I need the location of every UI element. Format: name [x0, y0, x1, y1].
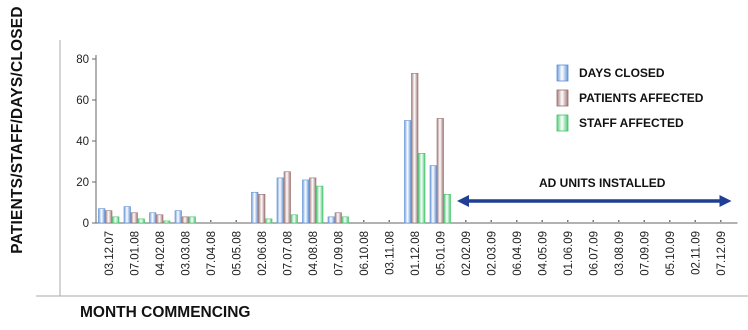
x-tick-label-05-01-09: 05.01.09 [435, 231, 447, 276]
zero-marker-07-04-08 [210, 220, 212, 222]
x-tick-label-02-11-09: 02.11.09 [690, 231, 702, 275]
y-tick-label: 60 [76, 95, 89, 107]
x-tick-label-01-12-08: 01.12.08 [410, 231, 422, 276]
zero-marker-03-08-09 [618, 220, 620, 222]
x-tick-label-03-12-07: 03.12.07 [104, 231, 116, 276]
zero-marker-06-04-09 [516, 220, 518, 222]
bar-days-closed-03-03-08 [174, 210, 182, 224]
bar-staff-affected-03-12-07 [112, 216, 120, 224]
bar-patients-affected-04-08-08 [309, 177, 317, 224]
zero-marker-05-10-09 [669, 220, 671, 222]
x-tick-label-04-05-09: 04.05.09 [537, 231, 549, 276]
zero-marker-02-03-09 [490, 220, 492, 222]
bar-days-closed-07-01-08 [123, 206, 131, 224]
zero-marker-04-05-09 [541, 220, 543, 222]
x-tick-label-03-11-08: 03.11.08 [384, 231, 396, 275]
legend-label-days-closed: DAYS CLOSED [579, 66, 665, 80]
bar-days-closed-04-08-08 [302, 179, 310, 224]
y-tick-label: 20 [76, 177, 89, 189]
y-tick-label: 80 [76, 54, 89, 66]
bar-staff-affected-02-06-08 [265, 218, 273, 224]
x-tick-label-03-08-09: 03.08.09 [614, 231, 626, 276]
x-tick-label-07-09-09: 07.09.09 [639, 231, 651, 276]
axes [36, 40, 748, 297]
zero-marker-02-02-09 [465, 220, 467, 222]
x-tick-label-07-12-09: 07.12.09 [716, 231, 728, 276]
zero-marker-07-12-09 [720, 220, 722, 222]
bar-days-closed-02-06-08 [251, 191, 259, 224]
annotation-arrowhead-right [719, 195, 732, 207]
bar-staff-affected-05-01-09 [443, 194, 451, 224]
x-tick-label-02-06-08: 02.06.08 [257, 231, 269, 276]
bar-staff-affected-04-08-08 [316, 185, 324, 224]
tick-labels: 0 20 40 60 80 03.12.07 07.01.08 04.02.08 03.03.0… [76, 54, 728, 276]
bar-days-closed-07-07-08 [276, 177, 284, 224]
x-tick-label-07-07-08: 07.07.08 [282, 231, 294, 276]
bar-staff-affected-07-01-08 [137, 218, 145, 224]
bar-staff-affected-07-07-08 [290, 214, 298, 224]
legend-swatch-patients-affected [556, 89, 569, 107]
bar-days-closed-03-12-07 [98, 208, 106, 224]
x-tick-label-05-05-08: 05.05.08 [231, 231, 243, 276]
bar-patients-affected-03-12-07 [105, 210, 113, 224]
bar-patients-affected-07-09-08 [334, 212, 342, 224]
x-tick-label-06-10-08: 06.10.08 [359, 231, 371, 276]
legend: DAYS CLOSED PATIENTS AFFECTED STAFF AFFECT… [556, 64, 704, 132]
bar-days-closed-05-01-09 [429, 165, 437, 224]
x-tick-label-01-06-09: 01.06.09 [563, 231, 575, 276]
x-tick-label-07-09-08: 07.09.08 [333, 231, 345, 276]
x-tick-label-05-10-09: 05.10.09 [665, 231, 677, 276]
x-tick-label-03-03-08: 03.03.08 [180, 231, 192, 276]
zero-marker-07-09-09 [643, 220, 645, 222]
y-tick-label: 40 [76, 136, 89, 148]
x-tick-label-04-02-08: 04.02.08 [155, 231, 167, 276]
bar-staff-affected-03-03-08 [188, 216, 196, 224]
annotation-label: AD UNITS INSTALLED [539, 176, 666, 190]
x-tick-label-02-03-09: 02.03.09 [486, 231, 498, 276]
x-tick-label-04-08-08: 04.08.08 [308, 231, 320, 276]
zero-marker-06-10-08 [363, 220, 365, 222]
legend-swatch-staff-affected [556, 114, 569, 132]
x-tick-label-02-02-09: 02.02.09 [461, 231, 473, 276]
bar-patients-affected-07-01-08 [130, 212, 138, 224]
annotation: AD UNITS INSTALLED [457, 176, 732, 207]
bar-patients-affected-03-03-08 [181, 216, 189, 224]
bar-days-closed-01-12-08 [404, 120, 412, 224]
bar-days-closed-04-02-08 [149, 212, 157, 224]
x-axis-label: MONTH COMMENCING [80, 304, 251, 321]
legend-label-staff-affected: STAFF AFFECTED [579, 116, 684, 130]
x-tick-label-06-07-09: 06.07.09 [588, 231, 600, 276]
x-tick-label-07-04-08: 07.04.08 [206, 231, 218, 276]
bar-staff-affected-04-02-08 [163, 220, 171, 224]
bar-patients-affected-02-06-08 [258, 194, 266, 224]
zero-marker-02-11-09 [694, 220, 696, 222]
annotation-arrowhead-left [457, 195, 469, 207]
bars [98, 73, 722, 224]
bar-patients-affected-04-02-08 [156, 214, 164, 224]
y-tick-label: 0 [83, 218, 89, 230]
zero-marker-03-11-08 [388, 220, 390, 222]
zero-marker-06-07-09 [592, 220, 594, 222]
bar-patients-affected-07-07-08 [283, 171, 291, 224]
legend-label-patients-affected: PATIENTS AFFECTED [579, 91, 704, 105]
bar-days-closed-07-09-08 [327, 216, 335, 224]
bar-staff-affected-01-12-08 [418, 153, 426, 224]
x-tick-label-06-04-09: 06.04.09 [512, 231, 524, 276]
zero-marker-05-05-08 [235, 220, 237, 222]
legend-swatch-days-closed [556, 64, 569, 82]
zero-marker-01-06-09 [567, 220, 569, 222]
x-tick-label-07-01-08: 07.01.08 [129, 231, 141, 276]
bar-patients-affected-01-12-08 [411, 73, 419, 224]
bar-staff-affected-07-09-08 [341, 216, 349, 224]
bar-patients-affected-05-01-09 [436, 118, 444, 224]
